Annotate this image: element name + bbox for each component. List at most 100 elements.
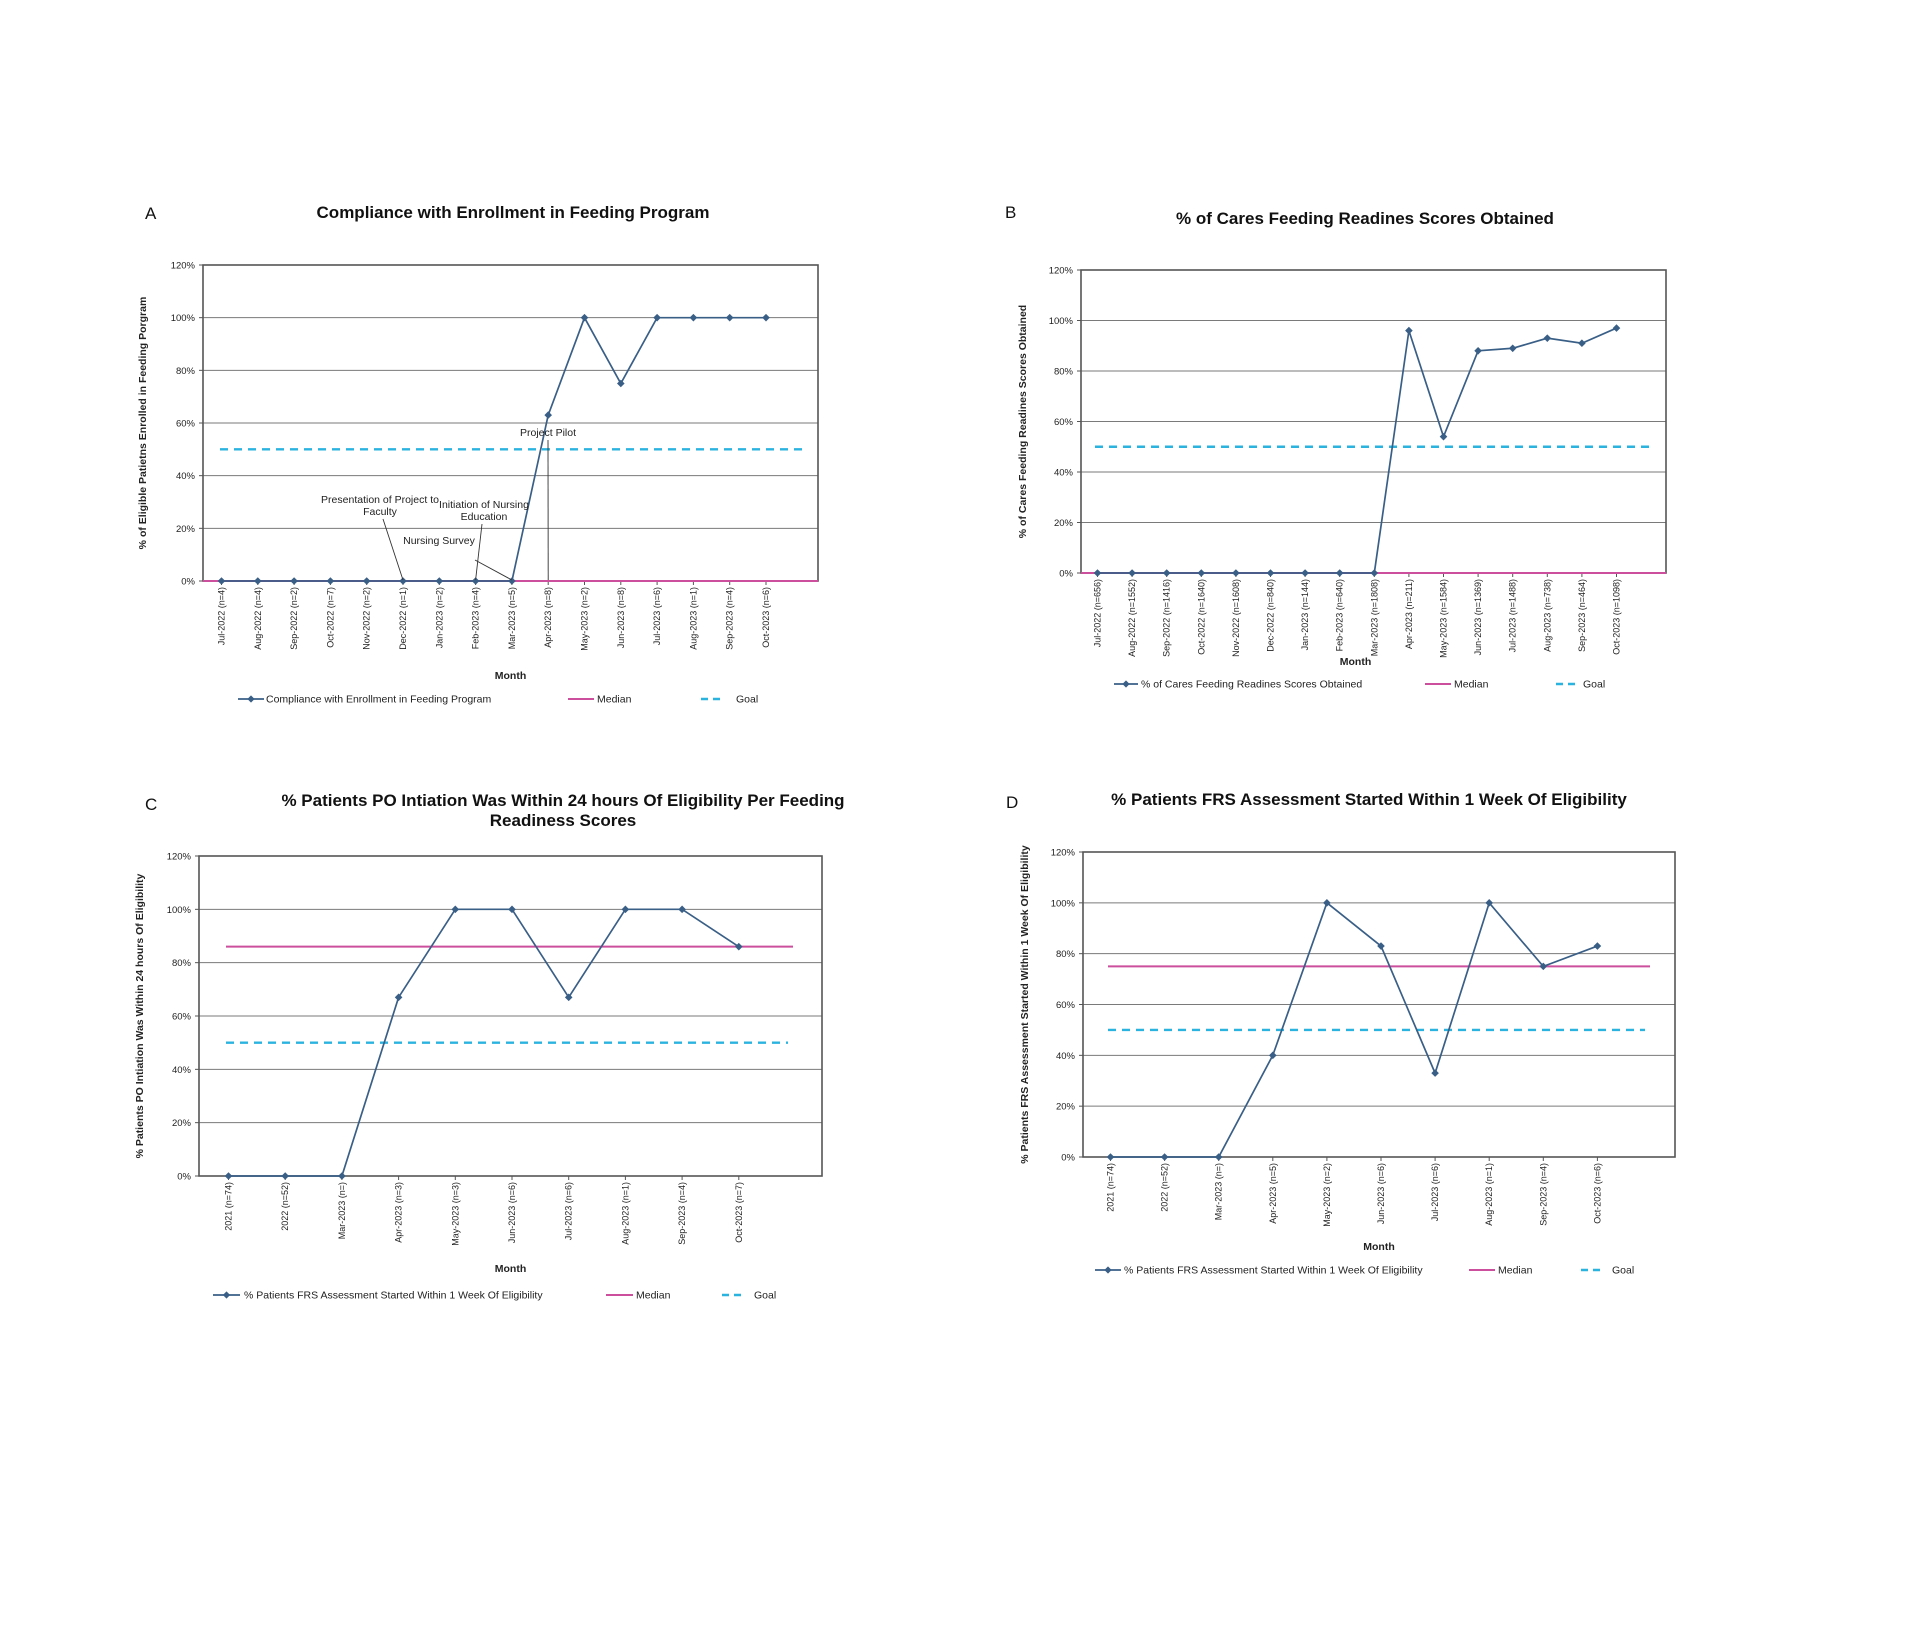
- y-tick-label: 0%: [177, 1172, 191, 1183]
- x-tick-label: Mar-2023 (n=): [1214, 1163, 1224, 1220]
- data-point: [1578, 339, 1586, 348]
- data-point: [689, 313, 698, 322]
- data-point: [1539, 962, 1548, 971]
- data-point: [1128, 569, 1136, 577]
- legend-label-series: % Patients FRS Assessment Started Within…: [1124, 1265, 1423, 1277]
- y-tick-label: 80%: [1056, 949, 1076, 960]
- data-point: [725, 313, 734, 322]
- y-tick-label: 60%: [176, 419, 196, 430]
- data-point: [1197, 569, 1206, 577]
- legend-label-series: Compliance with Enrollment in Feeding Pr…: [266, 694, 492, 706]
- y-tick-label: 60%: [1054, 417, 1074, 428]
- plot-frame: [198, 855, 823, 1177]
- data-point: [678, 905, 686, 914]
- legend-marker-series: [222, 1291, 231, 1299]
- y-tick-label: 120%: [171, 261, 196, 272]
- x-tick-label: Jan-2023 (n=2): [434, 587, 444, 648]
- legend-label-median: Median: [1454, 679, 1489, 691]
- series-line: [228, 908, 740, 1177]
- data-point: [1301, 569, 1309, 577]
- data-point: [1160, 1153, 1169, 1161]
- panel-letter: D: [1006, 793, 1018, 812]
- legend-marker-series: [1122, 680, 1130, 688]
- data-point: [1508, 344, 1517, 353]
- legend-label-median: Median: [1498, 1265, 1533, 1277]
- data-point: [224, 1172, 233, 1180]
- legend-label-median: Median: [597, 694, 632, 706]
- chart-title: Readiness Scores: [490, 811, 636, 830]
- x-tick-label: Jul-2022 (n=656): [1093, 579, 1103, 647]
- data-point: [762, 313, 770, 322]
- data-point: [1439, 432, 1448, 441]
- legend-label-series: % of Cares Feeding Readines Scores Obtai…: [1141, 679, 1362, 691]
- x-tick-label: 2022 (n=52): [280, 1182, 290, 1231]
- y-tick-label: 100%: [167, 905, 192, 916]
- data-point: [1370, 569, 1379, 577]
- y-tick-label: 0%: [181, 577, 195, 588]
- data-point: [621, 905, 630, 914]
- data-point: [290, 577, 298, 585]
- x-tick-label: Apr-2023 (n=5): [1268, 1163, 1278, 1224]
- y-tick-label: 80%: [1054, 367, 1074, 378]
- x-tick-label: Jun-2023 (n=8): [616, 587, 626, 648]
- plot-frame: [1082, 851, 1676, 1158]
- y-tick-label: 120%: [1051, 848, 1076, 859]
- x-tick-label: 2022 (n=52): [1160, 1163, 1170, 1212]
- x-tick-label: Nov-2022 (n=2): [362, 587, 372, 650]
- data-point: [1405, 326, 1413, 335]
- y-tick-label: 40%: [1056, 1051, 1076, 1062]
- x-tick-label: 2021 (n=74): [1106, 1163, 1116, 1212]
- legend-label-median: Median: [636, 1290, 671, 1302]
- annotation-text: Presentation of Project to: [321, 494, 439, 506]
- x-tick-label: Jul-2023 (n=6): [652, 587, 662, 645]
- x-tick-label: May-2023 (n=1584): [1439, 579, 1449, 658]
- data-point: [435, 577, 444, 585]
- x-tick-label: Oct-2023 (n=7): [734, 1182, 744, 1243]
- data-point: [362, 577, 371, 585]
- x-tick-label: Jun-2023 (n=6): [1376, 1163, 1386, 1224]
- legend-label-goal: Goal: [1583, 679, 1605, 691]
- chart-panel-a: A Compliance with Enrollment in Feeding P…: [137, 203, 819, 706]
- data-point: [451, 905, 460, 914]
- legend-label-goal: Goal: [736, 694, 758, 706]
- y-tick-label: 40%: [172, 1065, 192, 1076]
- x-tick-label: Nov-2022 (n=1608): [1231, 579, 1241, 657]
- x-tick-label: Aug-2022 (n=4): [253, 587, 263, 650]
- x-axis-title: Month: [1363, 1241, 1395, 1253]
- data-point: [338, 1172, 346, 1180]
- data-point: [1612, 324, 1621, 332]
- x-tick-label: Mar-2023 (n=): [337, 1182, 347, 1239]
- data-point: [254, 577, 262, 585]
- x-tick-label: Dec-2022 (n=840): [1266, 579, 1276, 652]
- x-tick-label: Mar-2023 (n=1808): [1369, 579, 1379, 656]
- data-point: [1335, 569, 1344, 577]
- data-point: [508, 905, 516, 914]
- data-point: [1323, 899, 1331, 907]
- data-point: [1093, 569, 1102, 577]
- x-tick-label: Oct-2023 (n=6): [1592, 1163, 1602, 1224]
- data-point: [1485, 899, 1493, 907]
- data-point: [1232, 569, 1240, 577]
- annotation-text: Education: [461, 511, 508, 523]
- x-tick-label: 2021 (n=74): [224, 1182, 234, 1231]
- y-tick-label: 100%: [171, 313, 196, 324]
- data-point: [653, 313, 661, 322]
- y-tick-label: 60%: [1056, 1000, 1076, 1011]
- data-point: [735, 942, 743, 951]
- chart-panel-b: B % of Cares Feeding Readines Scores Obta…: [1005, 203, 1667, 691]
- x-tick-label: Sep-2023 (n=4): [677, 1182, 687, 1245]
- x-tick-label: Dec-2022 (n=1): [398, 587, 408, 650]
- chart-title: Compliance with Enrollment in Feeding Pr…: [317, 203, 710, 222]
- data-point: [394, 993, 403, 1002]
- y-tick-label: 0%: [1059, 569, 1073, 580]
- y-tick-label: 20%: [1056, 1102, 1076, 1113]
- series-line: [1097, 327, 1617, 574]
- y-tick-label: 80%: [172, 958, 192, 969]
- legend-label-goal: Goal: [754, 1290, 776, 1302]
- annotation-text: Initiation of Nursing: [439, 499, 529, 511]
- x-tick-label: Feb-2023 (n=640): [1335, 579, 1345, 651]
- x-tick-label: Jul-2022 (n=4): [217, 587, 227, 645]
- legend-marker-series: [1104, 1266, 1112, 1274]
- y-tick-label: 20%: [176, 524, 196, 535]
- x-tick-label: Jul-2023 (n=6): [564, 1182, 574, 1240]
